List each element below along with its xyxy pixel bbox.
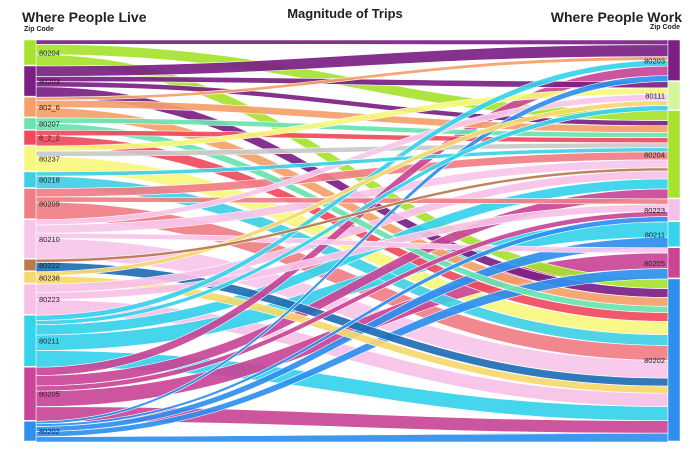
origin-nodes: 80202 80203 80204 80205 80207 80209 80210 80211…: [23, 39, 60, 442]
destination-label-80205: 80205: [644, 259, 665, 268]
destination-node-80211: [667, 221, 681, 248]
origin-label-80207: 80207: [39, 120, 60, 129]
origin-node-80238: [23, 271, 37, 284]
flow-80202-to-80202: [35, 432, 669, 443]
chart-title: Magnitude of Trips: [287, 6, 403, 21]
origin-node-80204: [23, 39, 37, 66]
origin-label-80205: 80205: [39, 390, 60, 399]
origin-node-80202: [23, 420, 37, 442]
origin-node-80207: [23, 117, 37, 130]
origin-label-80211: 80211: [39, 337, 59, 346]
origin-header: Where People Live: [22, 9, 147, 25]
origin-node-80211: [23, 315, 37, 367]
origin-label-80209: 80209: [39, 200, 60, 209]
origin-node-80222: [23, 258, 37, 271]
destination-label-80223: 80223: [644, 206, 665, 215]
destination-node-80223: [667, 198, 681, 222]
origin-node-80203: [23, 65, 37, 97]
destination-node-80205: [667, 247, 681, 279]
origin-node-80210: [23, 219, 37, 259]
origin-subheader: Zip Code: [24, 26, 54, 33]
origin-node-80209: [23, 188, 37, 219]
origin-label-80223: 80223: [39, 295, 60, 304]
origin-node-80237: [23, 145, 37, 172]
origin-label-8_2_2: 8_2_2: [39, 134, 60, 143]
origin-label-80222: 80222: [39, 261, 60, 270]
destination-label-80211: 80211: [645, 230, 665, 239]
flow-links: [35, 39, 669, 443]
destination-label-80204: 80204: [644, 150, 665, 159]
origin-node-802_6: [23, 96, 37, 118]
origin-node-80223: [23, 283, 37, 315]
origin-label-80210: 80210: [39, 235, 60, 244]
origin-label-80204: 80204: [39, 48, 60, 57]
flow-80204-to-80203: [35, 39, 669, 46]
origin-label-80238: 80238: [39, 273, 60, 282]
destination-label-80111: 80111: [645, 92, 665, 101]
destination-label-80203: 80203: [644, 56, 665, 65]
destination-node-80204: [667, 110, 681, 199]
destination-node-80202: [667, 278, 681, 442]
destination-node-80203: [667, 39, 681, 81]
origin-node-8_2_2: [23, 130, 37, 146]
origin-label-80203: 80203: [39, 77, 60, 86]
origin-label-802_6: 802_6: [39, 103, 60, 112]
origin-node-80218: [23, 171, 37, 188]
destination-header: Where People Work: [550, 9, 682, 25]
destination-node-80111: [667, 81, 681, 110]
destination-label-80202: 80202: [644, 356, 665, 365]
origin-label-80202: 80202: [39, 427, 60, 436]
destination-nodes: 80111 80202 80203 80204 80205 80211 80223: [644, 39, 681, 442]
origin-label-80237: 80237: [39, 154, 60, 163]
origin-label-80218: 80218: [39, 176, 60, 185]
origin-node-80205: [23, 366, 37, 421]
destination-subheader: Zip Code: [650, 24, 680, 31]
